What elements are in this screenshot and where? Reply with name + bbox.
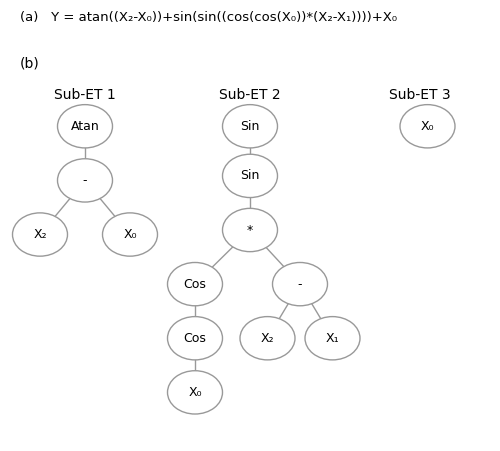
Text: Sub-ET 3: Sub-ET 3 <box>389 88 451 102</box>
Ellipse shape <box>168 371 222 414</box>
Ellipse shape <box>222 154 278 198</box>
Ellipse shape <box>168 262 222 306</box>
Text: (a)   Y = atan((X₂-X₀))+sin(sin((cos(cos(X₀))*(X₂-X₁))))+X₀: (a) Y = atan((X₂-X₀))+sin(sin((cos(cos(X… <box>20 11 397 24</box>
Ellipse shape <box>102 213 158 256</box>
Text: Sub-ET 2: Sub-ET 2 <box>219 88 281 102</box>
Text: Cos: Cos <box>184 332 206 345</box>
Ellipse shape <box>305 317 360 360</box>
Ellipse shape <box>168 317 222 360</box>
Ellipse shape <box>272 262 328 306</box>
Ellipse shape <box>240 317 295 360</box>
Text: X₀: X₀ <box>123 228 137 241</box>
Ellipse shape <box>58 159 112 202</box>
Ellipse shape <box>222 105 278 148</box>
Text: Sub-ET 1: Sub-ET 1 <box>54 88 116 102</box>
Text: -: - <box>298 278 302 290</box>
Text: Sin: Sin <box>240 120 260 133</box>
Text: -: - <box>83 174 87 187</box>
Text: X₁: X₁ <box>326 332 340 345</box>
Text: *: * <box>247 224 253 236</box>
Ellipse shape <box>58 105 112 148</box>
Ellipse shape <box>12 213 68 256</box>
Text: Cos: Cos <box>184 278 206 290</box>
Text: (b): (b) <box>20 56 40 70</box>
Text: X₂: X₂ <box>260 332 274 345</box>
Ellipse shape <box>222 208 278 252</box>
Text: X₀: X₀ <box>188 386 202 399</box>
Text: Atan: Atan <box>70 120 100 133</box>
Text: Sin: Sin <box>240 170 260 182</box>
Text: X₂: X₂ <box>33 228 47 241</box>
Ellipse shape <box>400 105 455 148</box>
Text: X₀: X₀ <box>421 120 434 133</box>
